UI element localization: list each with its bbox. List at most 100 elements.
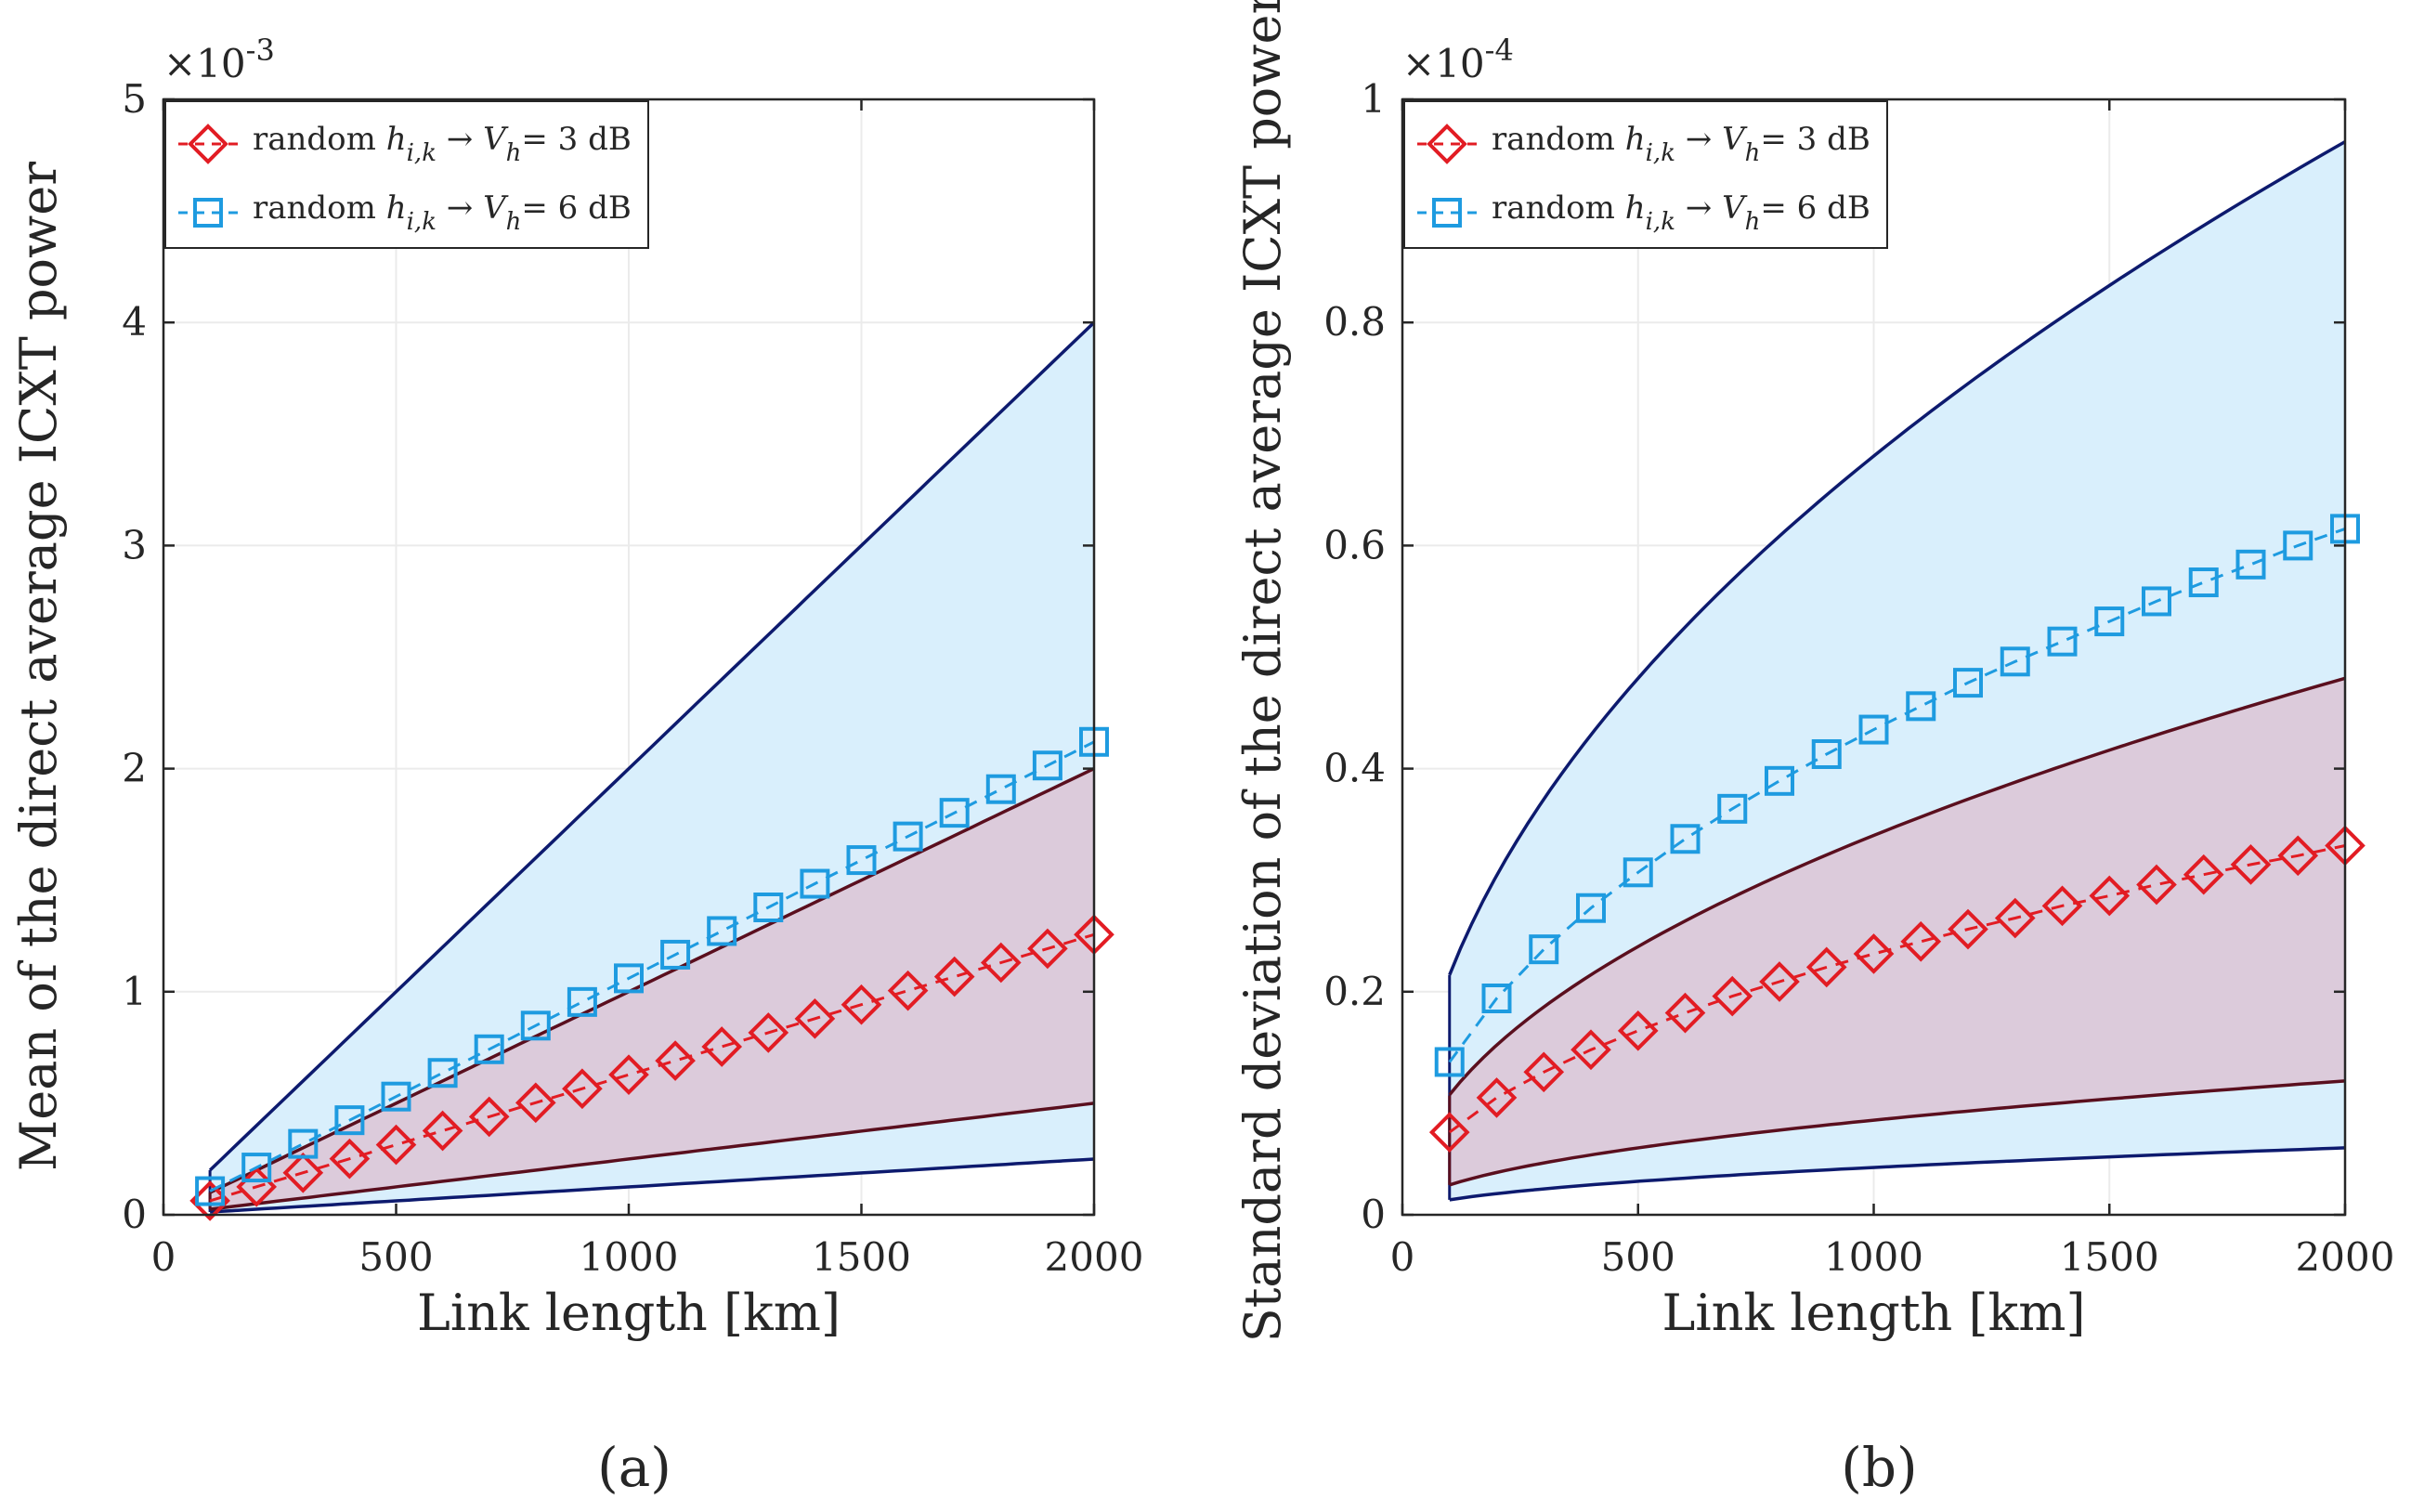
data-point-6db [1858,714,1889,745]
data-point-6db [520,1010,551,1041]
y-exponent: ×10-4 [1402,33,1514,86]
data-point-3db [1523,1051,1565,1093]
data-point-3db [282,1152,324,1193]
legend-marker [188,124,228,164]
legend-label-v: V [1722,189,1748,227]
data-point-6db [2047,626,2078,657]
data-point-3db [1948,908,1988,950]
data-point-3db [1428,1112,1470,1153]
legend-label-v: V [1722,121,1748,158]
y-axis-label: Standard deviation of the direct average… [1233,0,1292,1342]
legend-label-sub: i,k [407,208,437,236]
legend-label-sub: i,k [407,139,437,167]
legend-label-arrow: → [437,121,483,158]
data-point-6db [1717,793,1748,824]
data-point-3db [515,1082,556,1124]
y-tick-label: 0.2 [1323,969,1386,1014]
legend-label-h: h [1625,121,1646,158]
data-point-6db [195,1176,226,1206]
band-lower-6db [1449,1146,2346,1202]
data-point-6db [2283,530,2313,561]
data-point-3db [375,1124,417,1166]
data-point-6db [2142,586,2171,617]
data-point-6db [334,1105,365,1136]
x-tick-label: 500 [1601,1234,1675,1280]
data-point-3db [1853,933,1895,974]
data-point-3db [1570,1029,1611,1071]
band-3db [1449,678,2345,1185]
band-lower-6db [209,1157,1095,1214]
data-point-3db [887,970,929,1011]
data-point-6db [1953,668,1983,698]
legend-item-3db: random hi,k → Vh= 3 dB [1417,121,1870,167]
panel-label: (a) [597,1436,671,1499]
data-point-6db [660,939,691,970]
data-point-3db [2089,875,2131,917]
y-tick-label: 0 [122,1192,147,1237]
legend-marker [1432,198,1462,228]
legend-label-suffix: = 6 dB [1760,189,1870,227]
series-line-6db [1448,527,2346,1063]
y-axis-label: Mean of the direct average ICXT power [9,162,68,1171]
legend-label-prefix: random [253,189,386,227]
band-upper-3db [209,767,1095,1194]
data-point-3db [2183,854,2224,895]
legend-label-vsub: h [1745,208,1761,236]
y-tick-label: 0.8 [1323,299,1386,345]
y-tick-label: 2 [122,746,147,791]
data-point-3db [608,1054,649,1095]
y-tick-label: 0 [1361,1192,1386,1237]
x-axis-label: Link length [km] [1662,1284,2085,1342]
y-tick-label: 5 [122,76,147,122]
data-point-6db [614,963,644,994]
x-tick-label: 0 [1390,1234,1415,1280]
y-exponent-power: -4 [1485,33,1514,68]
y-tick-label: 3 [122,522,147,567]
x-tick-label: 2000 [2296,1234,2395,1280]
data-point-3db [1712,975,1753,1017]
data-point-6db [753,893,784,923]
data-point-3db [933,956,975,997]
data-point-3db [422,1110,463,1152]
band-3db [210,768,1095,1209]
y-exponent-base: ×10 [163,41,246,86]
data-point-3db [841,984,882,1025]
data-point-3db [1994,897,2036,939]
legend-label-arrow: → [1675,121,1722,158]
data-point-3db [701,1026,743,1067]
data-point-6db [893,821,923,852]
data-point-6db [2000,646,2030,677]
y-tick-label: 0.4 [1323,746,1386,791]
legend-label-v: V [483,189,509,227]
x-tick-label: 0 [151,1234,176,1280]
legend-item-6db: random hi,k → Vh= 6 dB [1417,189,1870,236]
data-point-6db [2094,606,2125,637]
y-exponent-base: ×10 [1402,41,1485,86]
x-tick-label: 1000 [1824,1234,1923,1280]
data-point-3db [794,997,836,1039]
data-point-6db [800,868,830,899]
legend-label-prefix: random [1492,121,1625,158]
data-point-6db [1811,738,1842,769]
data-point-3db [1900,920,1942,962]
data-point-6db [1623,857,1653,888]
y-exponent: ×10-3 [163,33,275,86]
band-upper-6db [1448,140,2346,976]
data-point-6db [567,986,597,1017]
data-point-6db [939,798,970,828]
legend-label: random hi,k → Vh= 3 dB [1492,121,1870,167]
legend-label-arrow: → [1675,189,1722,227]
legend-box [164,100,649,249]
band-upper-6db [208,320,1096,1172]
data-point-3db [329,1138,371,1180]
data-point-3db [980,942,1022,984]
chart-panel-a: 0 500 1000 1500 2000 0 1 2 3 4 5 ×10-3 Link length [… [9,33,1143,1499]
legend-label-h: h [1625,189,1646,227]
data-point-3db [1027,928,1068,970]
y-tick-label: 1 [122,969,147,1014]
legend-label-vsub: h [506,208,522,236]
data-point-3db [468,1096,510,1138]
legend-label: random hi,k → Vh= 6 dB [253,189,632,236]
